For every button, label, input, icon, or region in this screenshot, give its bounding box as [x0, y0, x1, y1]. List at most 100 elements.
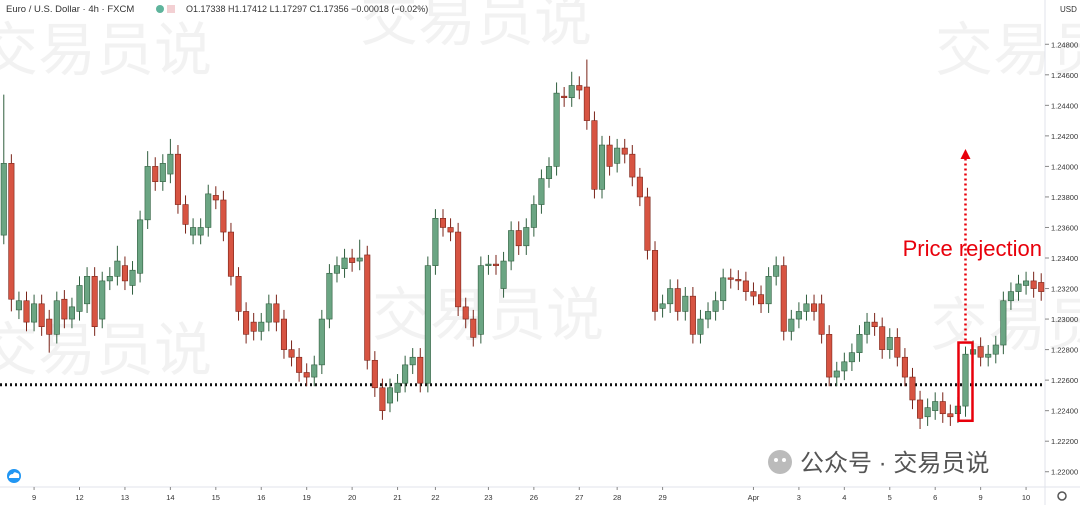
candle-body — [432, 218, 439, 266]
status-box — [167, 5, 175, 13]
candle-body — [621, 147, 628, 155]
y-tick-label: 1.22400 — [1051, 407, 1078, 416]
candle-body — [394, 382, 401, 393]
wechat-icon — [768, 450, 792, 474]
y-tick-label: 1.22200 — [1051, 437, 1078, 446]
candle-body — [402, 364, 409, 384]
candle-body — [288, 349, 295, 358]
candle-body — [417, 356, 424, 384]
candle-body — [553, 92, 560, 167]
candle-body — [962, 353, 969, 407]
watermark: 交易员说 — [372, 283, 604, 348]
x-tick-label: 5 — [888, 493, 892, 502]
y-tick-label: 1.24000 — [1051, 162, 1078, 171]
candle-body — [190, 227, 197, 236]
candle-body — [1000, 300, 1007, 346]
candle-body — [682, 295, 689, 312]
x-tick-label: Apr — [748, 493, 760, 502]
candle-body — [455, 231, 462, 308]
candle-body — [674, 288, 681, 312]
candle-body — [409, 356, 416, 366]
candle-body — [174, 153, 181, 205]
candle-body — [901, 356, 908, 378]
x-tick-label: 9 — [979, 493, 983, 502]
candle-body — [258, 321, 265, 332]
x-tick-label: 28 — [613, 493, 621, 502]
candle-body — [689, 295, 696, 335]
candle-body — [568, 85, 575, 99]
candle-body — [38, 303, 45, 328]
candle-body — [818, 303, 825, 335]
watermarks: 交易员说 交易员说 交易员说 交易员说 交易员说 交易员说 — [0, 0, 1080, 383]
y-tick-label: 1.23000 — [1051, 315, 1078, 324]
symbol-title: Euro / U.S. Dollar · 4h · FXCM — [6, 4, 134, 15]
candle-body — [386, 387, 394, 404]
candle-body — [697, 318, 704, 335]
candle-body — [220, 199, 227, 233]
candle-body — [1023, 280, 1030, 286]
candle-body — [636, 176, 643, 198]
gear-icon[interactable] — [1057, 491, 1067, 501]
y-tick-label: 1.24400 — [1051, 101, 1078, 110]
candle-body — [485, 263, 492, 266]
candle-body — [212, 195, 219, 201]
x-tick-label: 9 — [32, 493, 36, 502]
candle-body — [106, 276, 113, 282]
candle-body — [349, 257, 356, 263]
gear[interactable] — [1057, 491, 1067, 501]
candle-body — [356, 257, 363, 262]
candle-body — [985, 353, 992, 358]
candle-body — [303, 372, 310, 378]
candle-body — [811, 303, 818, 312]
candle-body — [538, 178, 545, 205]
candle-body — [447, 227, 454, 233]
x-tick-label: 15 — [212, 493, 220, 502]
candle-body — [280, 318, 287, 350]
candle-body — [205, 193, 212, 228]
candle-body — [917, 399, 924, 419]
candle-body — [515, 230, 522, 247]
y-tick-label: 1.23600 — [1051, 223, 1078, 232]
candle-body — [379, 387, 386, 411]
x-tick-label: 21 — [393, 493, 401, 502]
candle-body — [61, 298, 68, 320]
candle-body — [0, 163, 7, 236]
candle-body — [795, 311, 802, 320]
candle-body — [296, 356, 303, 373]
candle-body — [76, 285, 83, 312]
x-tick-label: 13 — [121, 493, 129, 502]
x-tick-label: 10 — [1022, 493, 1030, 502]
candle-body — [841, 361, 848, 372]
candle-body — [727, 277, 734, 280]
candle-body — [333, 265, 341, 274]
candle-body — [121, 265, 128, 282]
candle-body — [856, 334, 863, 353]
candle-body — [318, 318, 325, 366]
candle-body — [114, 260, 121, 277]
candle-body — [129, 269, 136, 286]
candle-body — [68, 306, 75, 320]
x-tick-label: 19 — [303, 493, 311, 502]
candle-body — [53, 300, 60, 335]
y-tick-label: 1.23400 — [1051, 254, 1078, 263]
candle-body — [311, 364, 318, 378]
candle-body — [848, 352, 855, 363]
cloud-icon — [7, 469, 21, 483]
y-tick-label: 1.23200 — [1051, 285, 1078, 294]
rejection-box — [957, 341, 974, 423]
wechat-eye — [774, 458, 778, 462]
icon-cloud — [9, 472, 20, 478]
candle-body — [167, 153, 174, 175]
ohlc-legend: O1.17338 H1.17412 L1.17297 C1.17356 −0.0… — [186, 4, 428, 14]
x-tick-label: 23 — [484, 493, 492, 502]
candle-body — [909, 376, 916, 401]
candle-body — [871, 321, 878, 328]
x-tick-label: 14 — [166, 493, 174, 502]
candle-body — [523, 227, 530, 247]
candle-body — [977, 346, 984, 358]
candle-body — [750, 291, 757, 297]
watermark: 交易员说 — [0, 18, 212, 83]
header-dots — [156, 5, 175, 13]
